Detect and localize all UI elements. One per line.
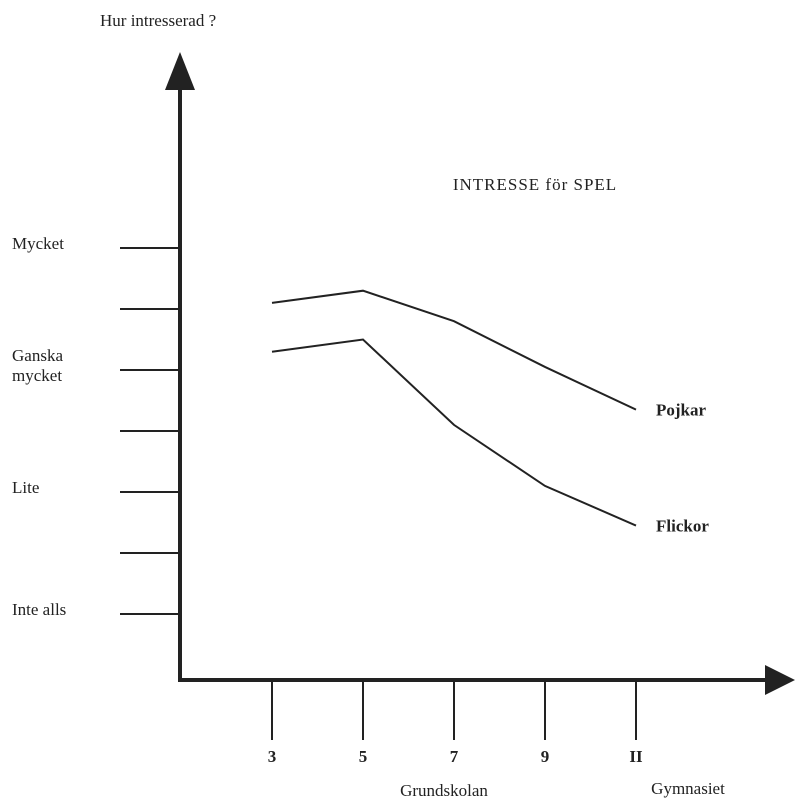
x-tick-label: 7 [450,747,459,766]
x-tick-label: II [629,747,643,766]
y-tick-label: Ganska mycket [12,346,63,385]
x-arrow [765,665,795,695]
series-line [271,338,637,527]
x-tick-label: 9 [541,747,550,766]
series-label: Flickor [656,516,709,535]
y-arrow [165,52,195,90]
y-tick-label: Inte alls [12,600,67,619]
series-line [271,289,637,411]
x-group-label: Grundskolan [400,781,488,800]
series-label: Pojkar [656,401,707,420]
y-tick-label: Mycket [12,234,64,253]
x-tick-label: 5 [359,747,368,766]
x-tick-label: 3 [268,747,277,766]
chart-title: INTRESSE för SPEL [453,175,617,194]
x-group-label: Gymnasiet [651,779,725,798]
y-tick-label: Lite [12,478,40,497]
y-axis-label: Hur intresserad ? [100,11,216,30]
